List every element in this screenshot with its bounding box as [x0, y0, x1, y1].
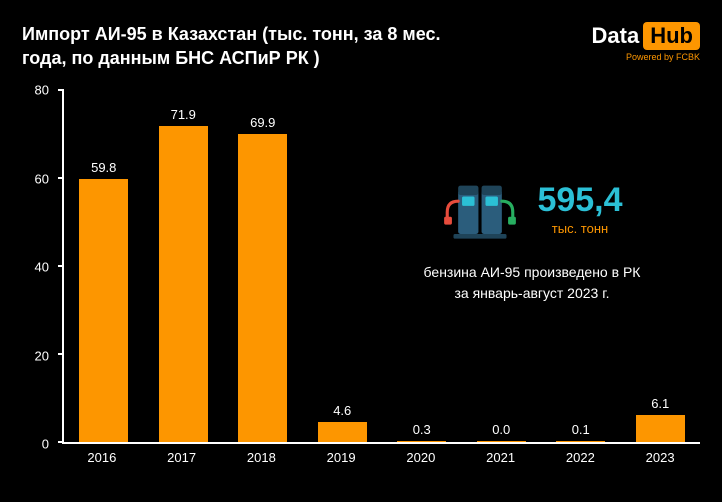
bar-slot: 69.9 — [223, 90, 303, 442]
bar: 59.8 — [79, 179, 128, 442]
bar: 4.6 — [318, 422, 367, 442]
info-number: 595,4 — [537, 183, 622, 217]
x-tick-label: 2021 — [461, 444, 541, 472]
bar: 0.1 — [556, 441, 605, 442]
bar-value-label: 6.1 — [636, 396, 685, 411]
logo-text-hub: Hub — [643, 22, 700, 50]
y-tick-mark — [58, 177, 64, 179]
x-tick-label: 2023 — [620, 444, 700, 472]
bar-value-label: 0.1 — [556, 422, 605, 437]
bar-slot: 4.6 — [303, 90, 383, 442]
y-tick-label: 40 — [35, 260, 49, 275]
logo-main: Data Hub — [592, 22, 700, 50]
bar-value-label: 0.3 — [397, 422, 446, 437]
chart-title: Импорт АИ-95 в Казахстан (тыс. тонн, за … — [22, 22, 452, 71]
bar: 0.3 — [397, 441, 446, 442]
info-number-block: 595,4 тыс. тонн — [537, 183, 622, 236]
bar-slot: 59.8 — [64, 90, 144, 442]
x-tick-label: 2018 — [222, 444, 302, 472]
y-tick-label: 60 — [35, 171, 49, 186]
bar-value-label: 59.8 — [79, 160, 128, 175]
info-callout: 595,4 тыс. тонн бензина АИ-95 произведен… — [392, 170, 672, 304]
bar-value-label: 4.6 — [318, 403, 367, 418]
bar-value-label: 0.0 — [477, 422, 526, 437]
y-tick-mark — [58, 353, 64, 355]
info-top-row: 595,4 тыс. тонн — [392, 170, 672, 248]
y-tick-mark — [58, 89, 64, 91]
x-tick-label: 2017 — [142, 444, 222, 472]
logo-text-data: Data — [592, 23, 640, 49]
y-tick-label: 0 — [42, 437, 49, 452]
info-unit: тыс. тонн — [537, 221, 622, 236]
info-desc-line2: за январь-август 2023 г. — [392, 283, 672, 304]
x-tick-label: 2020 — [381, 444, 461, 472]
x-tick-label: 2022 — [541, 444, 621, 472]
bar: 0.0 — [477, 441, 526, 442]
bar-slot: 71.9 — [144, 90, 224, 442]
bar-value-label: 71.9 — [159, 107, 208, 122]
x-axis-labels: 20162017201820192020202120222023 — [62, 444, 700, 472]
bar: 71.9 — [159, 126, 208, 442]
y-tick-mark — [58, 441, 64, 443]
info-desc-line1: бензина АИ-95 произведено в РК — [392, 262, 672, 283]
y-tick-label: 80 — [35, 83, 49, 98]
fuel-pump-icon — [441, 170, 519, 248]
x-tick-label: 2016 — [62, 444, 142, 472]
bar: 6.1 — [636, 415, 685, 442]
y-axis: 020406080 — [22, 90, 57, 444]
bar: 69.9 — [238, 134, 287, 442]
y-tick-label: 20 — [35, 348, 49, 363]
y-tick-mark — [58, 265, 64, 267]
info-description: бензина АИ-95 произведено в РК за январь… — [392, 262, 672, 304]
logo: Data Hub Powered by FCBK — [592, 22, 700, 62]
logo-subtitle: Powered by FCBK — [592, 52, 700, 62]
bar-value-label: 69.9 — [238, 115, 287, 130]
x-tick-label: 2019 — [301, 444, 381, 472]
